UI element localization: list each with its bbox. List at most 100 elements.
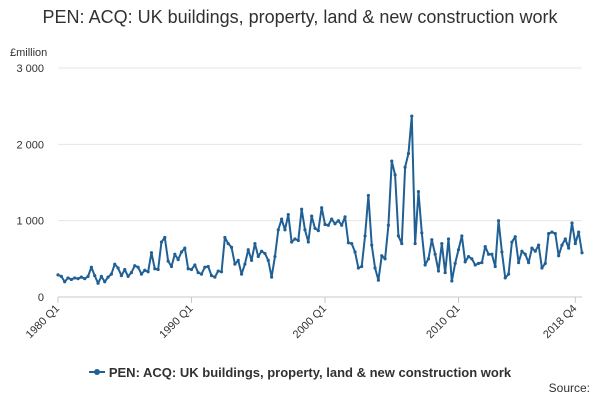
data-point[interactable] — [56, 273, 60, 277]
data-point[interactable] — [196, 270, 200, 275]
data-point[interactable] — [280, 217, 284, 221]
data-point[interactable] — [143, 268, 147, 272]
data-point[interactable] — [326, 223, 330, 227]
data-point[interactable] — [99, 274, 103, 278]
data-point[interactable] — [320, 206, 324, 210]
data-point[interactable] — [313, 226, 317, 230]
data-point[interactable] — [510, 240, 514, 244]
data-point[interactable] — [563, 237, 567, 241]
data-point[interactable] — [236, 258, 240, 262]
data-point[interactable] — [203, 265, 207, 269]
data-point[interactable] — [443, 270, 447, 275]
data-point[interactable] — [496, 219, 501, 223]
data-point[interactable] — [256, 254, 260, 259]
data-point[interactable] — [159, 240, 164, 244]
data-point[interactable] — [283, 228, 287, 232]
data-point[interactable] — [156, 267, 160, 272]
data-point[interactable] — [323, 222, 327, 227]
data-point[interactable] — [557, 254, 561, 258]
data-point[interactable] — [430, 238, 434, 242]
data-point[interactable] — [300, 207, 304, 211]
data-point[interactable] — [93, 274, 97, 278]
data-point[interactable] — [360, 264, 364, 269]
data-point[interactable] — [530, 246, 534, 250]
data-point[interactable] — [460, 234, 464, 238]
data-point[interactable] — [410, 114, 414, 118]
data-point[interactable] — [290, 240, 294, 244]
data-point[interactable] — [213, 275, 217, 279]
data-point[interactable] — [286, 212, 290, 217]
data-point[interactable] — [470, 257, 474, 261]
data-point[interactable] — [73, 276, 77, 280]
data-point[interactable] — [69, 277, 73, 282]
data-point[interactable] — [490, 252, 494, 256]
data-point[interactable] — [193, 263, 197, 267]
data-point[interactable] — [363, 234, 367, 238]
data-point[interactable] — [206, 264, 210, 269]
data-point[interactable] — [96, 281, 100, 285]
data-point[interactable] — [346, 241, 350, 245]
data-point[interactable] — [336, 219, 340, 223]
data-point[interactable] — [463, 260, 467, 264]
data-point[interactable] — [513, 235, 517, 239]
data-point[interactable] — [516, 261, 521, 265]
data-point[interactable] — [59, 274, 63, 278]
data-point[interactable] — [473, 263, 477, 267]
data-point[interactable] — [446, 237, 451, 241]
data-point[interactable] — [403, 165, 407, 169]
data-point[interactable] — [209, 274, 214, 278]
data-point[interactable] — [406, 151, 411, 156]
data-point[interactable] — [316, 228, 320, 233]
data-point[interactable] — [103, 280, 107, 284]
data-point[interactable] — [216, 269, 220, 273]
data-point[interactable] — [350, 241, 354, 246]
data-point[interactable] — [266, 258, 270, 262]
data-point[interactable] — [249, 258, 254, 262]
data-point[interactable] — [163, 235, 167, 240]
data-point[interactable] — [79, 275, 83, 279]
series-line[interactable] — [57, 115, 583, 285]
data-point[interactable] — [440, 241, 444, 246]
data-point[interactable] — [176, 258, 180, 262]
data-point[interactable] — [416, 190, 421, 194]
data-point[interactable] — [356, 266, 360, 270]
data-point[interactable] — [63, 280, 67, 284]
data-point[interactable] — [273, 254, 277, 259]
data-point[interactable] — [386, 223, 391, 227]
data-point[interactable] — [296, 238, 300, 243]
data-point[interactable] — [259, 249, 264, 253]
data-point[interactable] — [493, 264, 497, 269]
data-point[interactable] — [420, 231, 424, 235]
data-point[interactable] — [276, 228, 280, 232]
data-point[interactable] — [393, 173, 397, 177]
data-point[interactable] — [253, 241, 257, 246]
data-point[interactable] — [483, 245, 487, 249]
data-point[interactable] — [153, 267, 157, 271]
data-point[interactable] — [293, 237, 297, 241]
data-point[interactable] — [263, 251, 267, 256]
data-point[interactable] — [166, 259, 170, 263]
data-point[interactable] — [547, 232, 551, 236]
data-point[interactable] — [436, 269, 441, 273]
data-point[interactable] — [340, 223, 344, 227]
data-point[interactable] — [580, 251, 584, 255]
data-point[interactable] — [183, 246, 187, 250]
data-point[interactable] — [173, 252, 177, 256]
data-point[interactable] — [116, 266, 120, 270]
data-point[interactable] — [306, 240, 310, 244]
data-point[interactable] — [390, 159, 394, 163]
data-point[interactable] — [533, 249, 537, 253]
data-point[interactable] — [270, 275, 274, 279]
data-point[interactable] — [476, 261, 481, 266]
data-point[interactable] — [527, 261, 531, 265]
data-point[interactable] — [413, 241, 417, 246]
data-point[interactable] — [86, 274, 90, 278]
data-point[interactable] — [383, 257, 387, 261]
data-point[interactable] — [219, 270, 224, 274]
data-point[interactable] — [83, 277, 87, 281]
data-point[interactable] — [113, 262, 117, 266]
data-point[interactable] — [550, 230, 554, 234]
data-point[interactable] — [226, 241, 230, 246]
data-point[interactable] — [146, 270, 150, 274]
data-point[interactable] — [373, 266, 377, 270]
